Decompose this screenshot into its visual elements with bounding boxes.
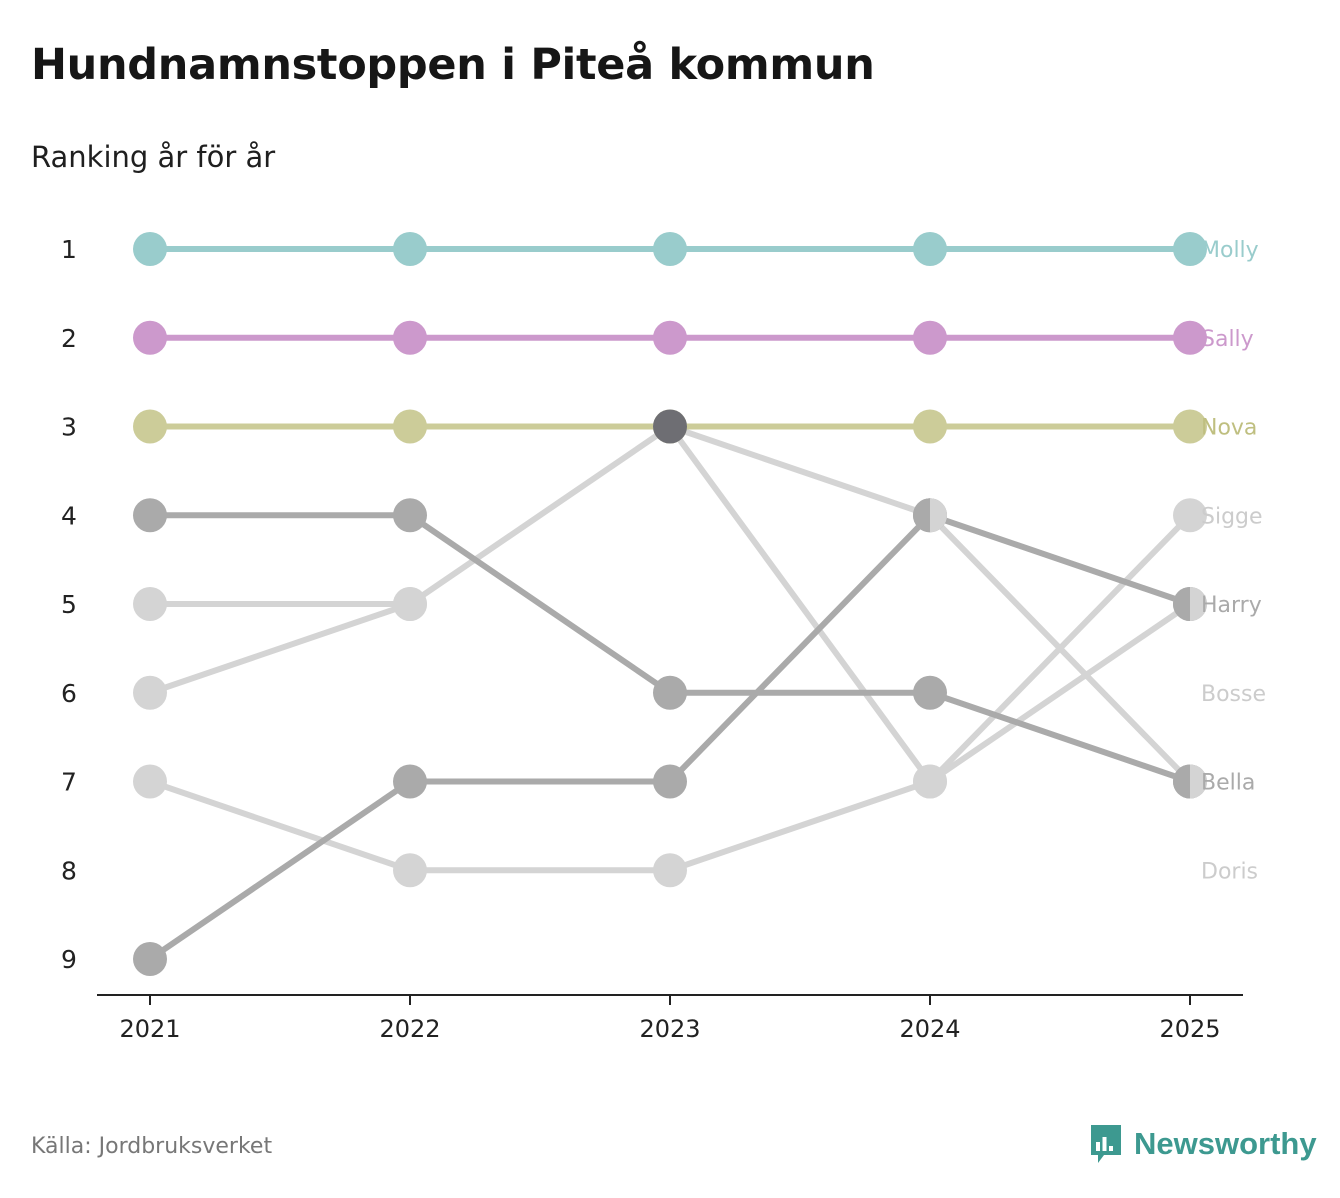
y-tick-label-6: 6 [61, 679, 77, 708]
series-lines [147, 246, 1193, 962]
point-molly-2021[interactable] [133, 232, 167, 266]
line-harry-2021-2022 [147, 778, 413, 962]
point-harry-2021[interactable] [133, 942, 167, 976]
end-labels: Molly Sally Nova Sigge Harry Bosse Bella Doris [1201, 238, 1266, 884]
x-tick-label-2024: 2024 [899, 1015, 960, 1043]
point-bella-2022[interactable] [393, 498, 427, 533]
end-label-bosse: Bosse [1201, 682, 1266, 707]
point-nova-2024[interactable] [913, 409, 947, 444]
point-doris-2022[interactable] [393, 853, 427, 888]
x-tick-label-2023: 2023 [639, 1015, 700, 1043]
line-harry-2024-2025 [927, 512, 1193, 607]
source-note: Källa: Jordbruksverket [31, 1134, 273, 1159]
highlight-point-2023-rank-3[interactable] [653, 409, 687, 444]
point-bella-2024[interactable] [913, 675, 947, 710]
point-molly-2022[interactable] [393, 232, 427, 266]
point-bella-2023[interactable] [653, 675, 687, 710]
x-tick-label-2025: 2025 [1159, 1015, 1220, 1043]
y-tick-label-1: 1 [61, 235, 77, 264]
chart-subtitle: Ranking år för år [31, 140, 276, 174]
y-tick-label-9: 9 [61, 945, 77, 974]
point-nova-2022[interactable] [393, 409, 427, 444]
split-point-2024-rank-4[interactable] [913, 498, 947, 533]
brand-name: Newsworthy [1134, 1126, 1317, 1161]
newsworthy-logo: Newsworthy [1088, 1122, 1317, 1166]
point-doris-2024[interactable] [913, 764, 947, 799]
x-tick-label-2022: 2022 [379, 1015, 440, 1043]
line-sigge-2021-2022 [147, 601, 413, 696]
end-label-nova: Nova [1201, 416, 1257, 441]
chart-title: Hundnamnstoppen i Piteå kommun [31, 40, 875, 90]
split-point-2025-rank-7[interactable] [1173, 764, 1207, 799]
end-label-sigge: Sigge [1201, 504, 1263, 529]
point-molly-2025[interactable] [1173, 232, 1207, 266]
end-label-molly: Molly [1201, 238, 1259, 263]
point-bella-2021[interactable] [133, 498, 167, 533]
line-sigge-2023-2024 [667, 423, 933, 785]
end-label-sally: Sally [1201, 327, 1254, 352]
line-doris-2023-2024 [667, 778, 933, 874]
series-points [133, 232, 1207, 976]
line-bella-2024-2025 [927, 689, 1193, 785]
point-sigge-2021[interactable] [133, 675, 167, 710]
x-tick-label-2021: 2021 [119, 1015, 180, 1043]
point-bosse-2022[interactable] [393, 587, 427, 621]
end-label-harry: Harry [1201, 593, 1262, 618]
point-molly-2024[interactable] [913, 232, 947, 266]
bar-chart-icon [1091, 1125, 1121, 1163]
point-sally-2024[interactable] [913, 320, 947, 355]
line-sigge-2022-2023 [407, 423, 673, 607]
point-sally-2021[interactable] [133, 320, 167, 355]
line-bella-2022-2023 [407, 512, 673, 696]
line-harry-2023-2024 [667, 512, 933, 785]
point-sally-2023[interactable] [653, 320, 687, 355]
axes: 1 2 3 4 5 6 7 8 9 2021 2022 2023 2024 2025 [61, 235, 1243, 1043]
point-sally-2025[interactable] [1173, 320, 1207, 355]
y-tick-label-7: 7 [61, 768, 77, 797]
point-sally-2022[interactable] [393, 320, 427, 355]
point-bosse-2021[interactable] [133, 587, 167, 621]
line-doris-2024-2025 [927, 601, 1193, 785]
y-tick-label-8: 8 [61, 856, 77, 885]
line-doris-2021-2022 [147, 778, 413, 874]
end-label-bella: Bella [1201, 771, 1255, 796]
point-harry-2022[interactable] [393, 764, 427, 799]
point-molly-2023[interactable] [653, 232, 687, 266]
y-tick-label-3: 3 [61, 413, 77, 442]
y-tick-label-2: 2 [61, 324, 77, 353]
end-label-doris: Doris [1201, 859, 1258, 884]
point-sigge-2025[interactable] [1173, 498, 1207, 533]
point-nova-2025[interactable] [1173, 409, 1207, 444]
line-unnamed-2024-2025 [927, 512, 1193, 785]
point-harry-2023[interactable] [653, 764, 687, 799]
y-tick-label-5: 5 [61, 590, 77, 619]
y-tick-label-4: 4 [61, 501, 77, 530]
point-doris-2023[interactable] [653, 853, 687, 888]
split-point-2025-rank-5[interactable] [1173, 587, 1207, 621]
point-nova-2021[interactable] [133, 409, 167, 444]
point-doris-2021[interactable] [133, 764, 167, 799]
line-unnamed-2023-2024 [667, 423, 933, 519]
